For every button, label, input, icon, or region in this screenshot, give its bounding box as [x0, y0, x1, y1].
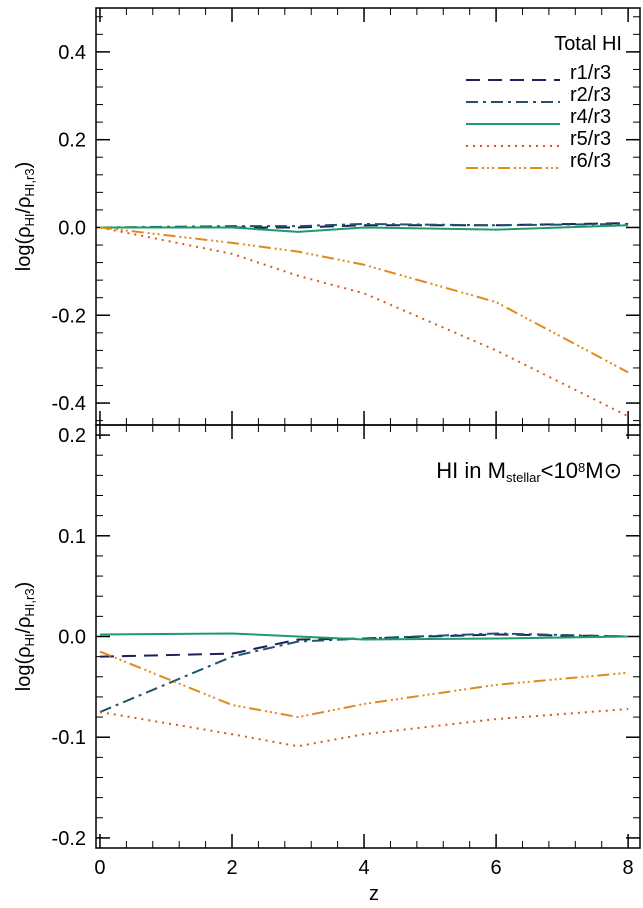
- series-line: [99, 632, 629, 641]
- y-axis-label-part: HI,r3: [22, 588, 37, 616]
- series-line: [99, 224, 629, 233]
- y-tick-label: 0.0: [58, 217, 86, 239]
- series-line: [99, 632, 629, 713]
- series-line: [99, 222, 629, 229]
- panel-title-part: stellar: [506, 470, 541, 485]
- panel-title: Total HI: [554, 33, 622, 55]
- y-tick-label: 0.1: [58, 526, 86, 548]
- x-tick-label: 8: [623, 857, 634, 879]
- y-axis-label-part: log(ρ: [13, 647, 35, 692]
- x-tick-label: 0: [94, 857, 105, 879]
- x-axis-label: z: [369, 883, 379, 905]
- series-line: [99, 226, 629, 418]
- y-axis-label-part: log(ρ: [13, 227, 35, 272]
- panel-title: HI in Mstellar<108M⊙: [436, 458, 622, 485]
- y-tick-label: 0.0: [58, 627, 86, 649]
- panel-title-part: ⊙: [604, 458, 622, 483]
- y-axis-label-part: HI: [22, 214, 37, 227]
- legend-label: r2/r3: [570, 84, 611, 106]
- panel-title-part: HI in M: [436, 458, 506, 483]
- panel-title-part: 8: [578, 460, 585, 475]
- plot-frame: [95, 424, 641, 849]
- y-tick-label: -0.1: [52, 727, 86, 749]
- x-tick-label: 6: [491, 857, 502, 879]
- series-line: [99, 226, 629, 374]
- y-axis-label-part: ): [13, 582, 35, 589]
- y-tick-label: -0.4: [52, 393, 86, 415]
- y-axis-label: log(ρHI/ρHI,r3): [13, 162, 37, 272]
- x-tick-label: 4: [358, 857, 369, 879]
- y-axis-label-part: /ρ: [13, 617, 35, 634]
- x-tick-label: 2: [226, 857, 237, 879]
- y-axis-label-part: /ρ: [13, 197, 35, 214]
- y-tick-label: 0.2: [58, 425, 86, 447]
- y-axis-label-part: HI,r3: [22, 168, 37, 196]
- legend-label: r6/r3: [570, 150, 611, 172]
- y-tick-label: -0.2: [52, 828, 86, 850]
- series-group: [99, 632, 629, 748]
- y-tick-label: -0.2: [52, 305, 86, 327]
- y-axis-label-part: ): [13, 162, 35, 169]
- series-line: [99, 708, 629, 748]
- y-tick-label: 0.2: [58, 130, 86, 152]
- series-group: [99, 222, 629, 418]
- legend-label: r4/r3: [570, 106, 611, 128]
- panel: -0.4 -0.2 0.0 0.2 0.4 log(ρHI/ρHI,r3) Total HI…: [13, 7, 641, 426]
- series-line: [99, 650, 629, 719]
- y-axis-label: log(ρHI/ρHI,r3): [13, 582, 37, 692]
- y-axis-label-part: HI: [22, 634, 37, 647]
- panel-title-part: M: [585, 458, 603, 483]
- legend-label: r5/r3: [570, 128, 611, 150]
- panel-title-part: <10: [541, 458, 578, 483]
- legend-label: r1/r3: [570, 62, 611, 84]
- panel: -0.2-0.10.00.10.20 2 4 6 8zlog(ρHI/ρHI,r3)HI…: [13, 424, 641, 905]
- y-tick-label: 0.4: [58, 42, 86, 64]
- plot-frame: [95, 7, 641, 426]
